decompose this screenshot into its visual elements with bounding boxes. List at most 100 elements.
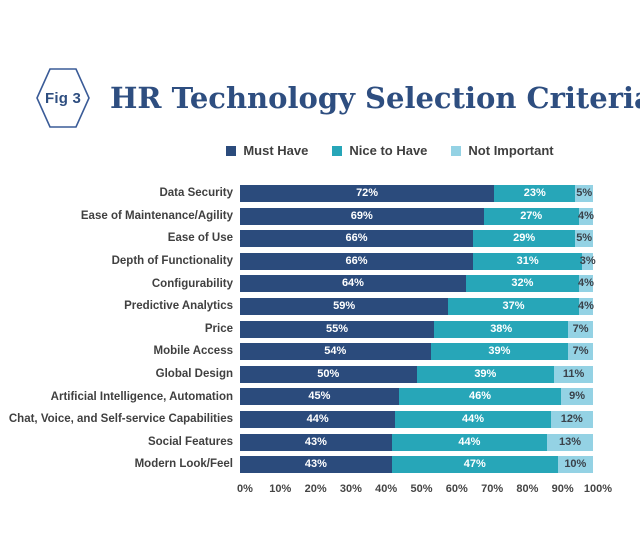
chart-row: Artificial Intelligence, Automation 45% 46…	[0, 388, 640, 406]
x-axis-tick: 0%	[237, 483, 253, 495]
chart-legend: Must Have Nice to Have Not Important	[150, 144, 630, 157]
category-label: Depth of Functionality	[111, 254, 233, 267]
category-label: Price	[204, 322, 233, 335]
stacked-bar: 66% 31% 3%	[240, 252, 596, 270]
bar-value-label: 64%	[341, 277, 364, 290]
bar-segment-not-important: 5%	[575, 185, 593, 202]
bar-value-label: 66%	[345, 232, 368, 245]
bar-value-label: 23%	[523, 187, 546, 199]
x-axis-tick: 90%	[551, 483, 574, 495]
legend-item-nice-to-have: Nice to Have	[332, 144, 427, 157]
bar-value-label: 11%	[562, 367, 585, 380]
bar-value-label: 43%	[304, 435, 327, 448]
bar-segment-nice-to-have: 27%	[483, 207, 579, 225]
x-axis: 0% 10% 20% 30% 40% 50% 60% 70% 80% 90% 100%	[237, 483, 612, 497]
bar-segment-not-important: 12%	[550, 410, 593, 428]
legend-label: Nice to Have	[349, 143, 428, 158]
bar-value-label: 3%	[579, 254, 596, 267]
bar-value-label: 4%	[577, 299, 594, 312]
chart-row: Social Features 43% 44% 13%	[0, 433, 640, 451]
bar-value-label: 44%	[461, 412, 484, 425]
legend-swatch-icon	[451, 145, 462, 156]
bar-segment-must-have: 66%	[240, 252, 473, 270]
bar-segment-nice-to-have: 46%	[398, 388, 562, 406]
bar-segment-must-have: 45%	[240, 388, 399, 406]
category-label: Social Features	[147, 435, 233, 448]
x-axis-tick: 10%	[269, 483, 292, 495]
stacked-bar: 72% 23% 5%	[240, 185, 593, 202]
stacked-bar: 44% 44% 12%	[240, 410, 593, 428]
bar-segment-must-have: 54%	[240, 343, 431, 361]
x-axis-tick: 60%	[445, 483, 468, 495]
stacked-bar: 54% 39% 7%	[240, 343, 593, 361]
bar-value-label: 45%	[308, 390, 331, 403]
category-label: Global Design	[155, 367, 233, 380]
x-axis-tick: 20%	[304, 483, 327, 495]
bar-segment-not-important: 7%	[568, 320, 593, 338]
chart-rows: Data Security 72% 23% 5% Ease of Maintenance…	[0, 185, 640, 474]
chart-row: Predictive Analytics 59% 37% 4%	[0, 297, 640, 315]
fig-number-label: Fig 3	[44, 89, 81, 107]
bar-value-label: 50%	[317, 367, 340, 380]
bar-segment-nice-to-have: 44%	[395, 410, 551, 428]
bar-value-label: 4%	[577, 209, 594, 222]
category-label: Ease of Use	[167, 232, 233, 245]
category-label: Artificial Intelligence, Automation	[50, 390, 233, 403]
bar-segment-not-important: 9%	[561, 388, 593, 406]
bar-value-label: 12%	[560, 412, 583, 425]
bar-segment-nice-to-have: 38%	[434, 320, 569, 338]
bar-segment-not-important: 11%	[554, 365, 593, 383]
stacked-bar: 43% 44% 13%	[240, 433, 593, 451]
category-label: Mobile Access	[153, 345, 233, 358]
bar-value-label: 7%	[572, 345, 589, 358]
stacked-bar: 64% 32% 4%	[240, 275, 594, 293]
chart-row: Data Security 72% 23% 5%	[0, 185, 640, 202]
x-axis-tick: 50%	[410, 483, 433, 495]
bar-segment-nice-to-have: 39%	[416, 365, 555, 383]
bar-segment-not-important: 4%	[577, 207, 594, 225]
page-title: HR Technology Selection Criteria	[110, 81, 640, 115]
bar-segment-nice-to-have: 32%	[465, 275, 579, 293]
bar-segment-not-important: 10%	[557, 456, 593, 474]
bar-segment-must-have: 44%	[240, 410, 396, 428]
bar-value-label: 39%	[474, 367, 497, 380]
chart-row: Global Design 50% 39% 11%	[0, 365, 640, 383]
chart-row: Modern Look/Feel 43% 47% 10%	[0, 456, 640, 474]
bar-value-label: 47%	[463, 458, 486, 471]
bar-value-label: 44%	[306, 412, 329, 425]
bar-value-label: 38%	[490, 322, 513, 335]
legend-item-not-important: Not Important	[451, 144, 554, 157]
bar-value-label: 29%	[513, 232, 536, 245]
bar-value-label: 72%	[356, 187, 379, 199]
stacked-bar: 66% 29% 5%	[240, 230, 593, 248]
bar-value-label: 55%	[326, 322, 349, 335]
bar-value-label: 5%	[576, 232, 593, 245]
bar-value-label: 44%	[458, 435, 481, 448]
legend-label: Must Have	[243, 143, 309, 158]
chart-row: Mobile Access 54% 39% 7%	[0, 343, 640, 361]
bar-value-label: 43%	[304, 458, 327, 471]
chart-row: Ease of Use 66% 29% 5%	[0, 230, 640, 248]
bar-value-label: 32%	[511, 277, 534, 290]
stacked-bar: 55% 38% 7%	[240, 320, 593, 338]
legend-swatch-icon	[332, 145, 343, 156]
bar-segment-must-have: 43%	[240, 433, 392, 451]
stacked-bar: 69% 27% 4%	[240, 207, 594, 225]
bar-segment-nice-to-have: 44%	[391, 433, 548, 451]
legend-item-must-have: Must Have	[226, 144, 308, 157]
x-axis-tick: 30%	[339, 483, 362, 495]
bar-segment-must-have: 59%	[240, 297, 449, 315]
bar-value-label: 54%	[324, 345, 347, 358]
category-label: Chat, Voice, and Self-service Capabiliti…	[8, 413, 233, 426]
legend-swatch-icon	[226, 145, 237, 156]
bar-segment-nice-to-have: 23%	[494, 185, 576, 202]
bar-value-label: 4%	[577, 277, 594, 290]
bar-segment-must-have: 66%	[240, 230, 473, 248]
hexagon-icon	[36, 68, 90, 128]
bar-segment-must-have: 55%	[240, 320, 435, 338]
bar-value-label: 46%	[469, 390, 492, 403]
bar-segment-not-important: 13%	[547, 433, 593, 451]
x-axis-tick: 80%	[516, 483, 539, 495]
bar-value-label: 7%	[572, 322, 589, 335]
